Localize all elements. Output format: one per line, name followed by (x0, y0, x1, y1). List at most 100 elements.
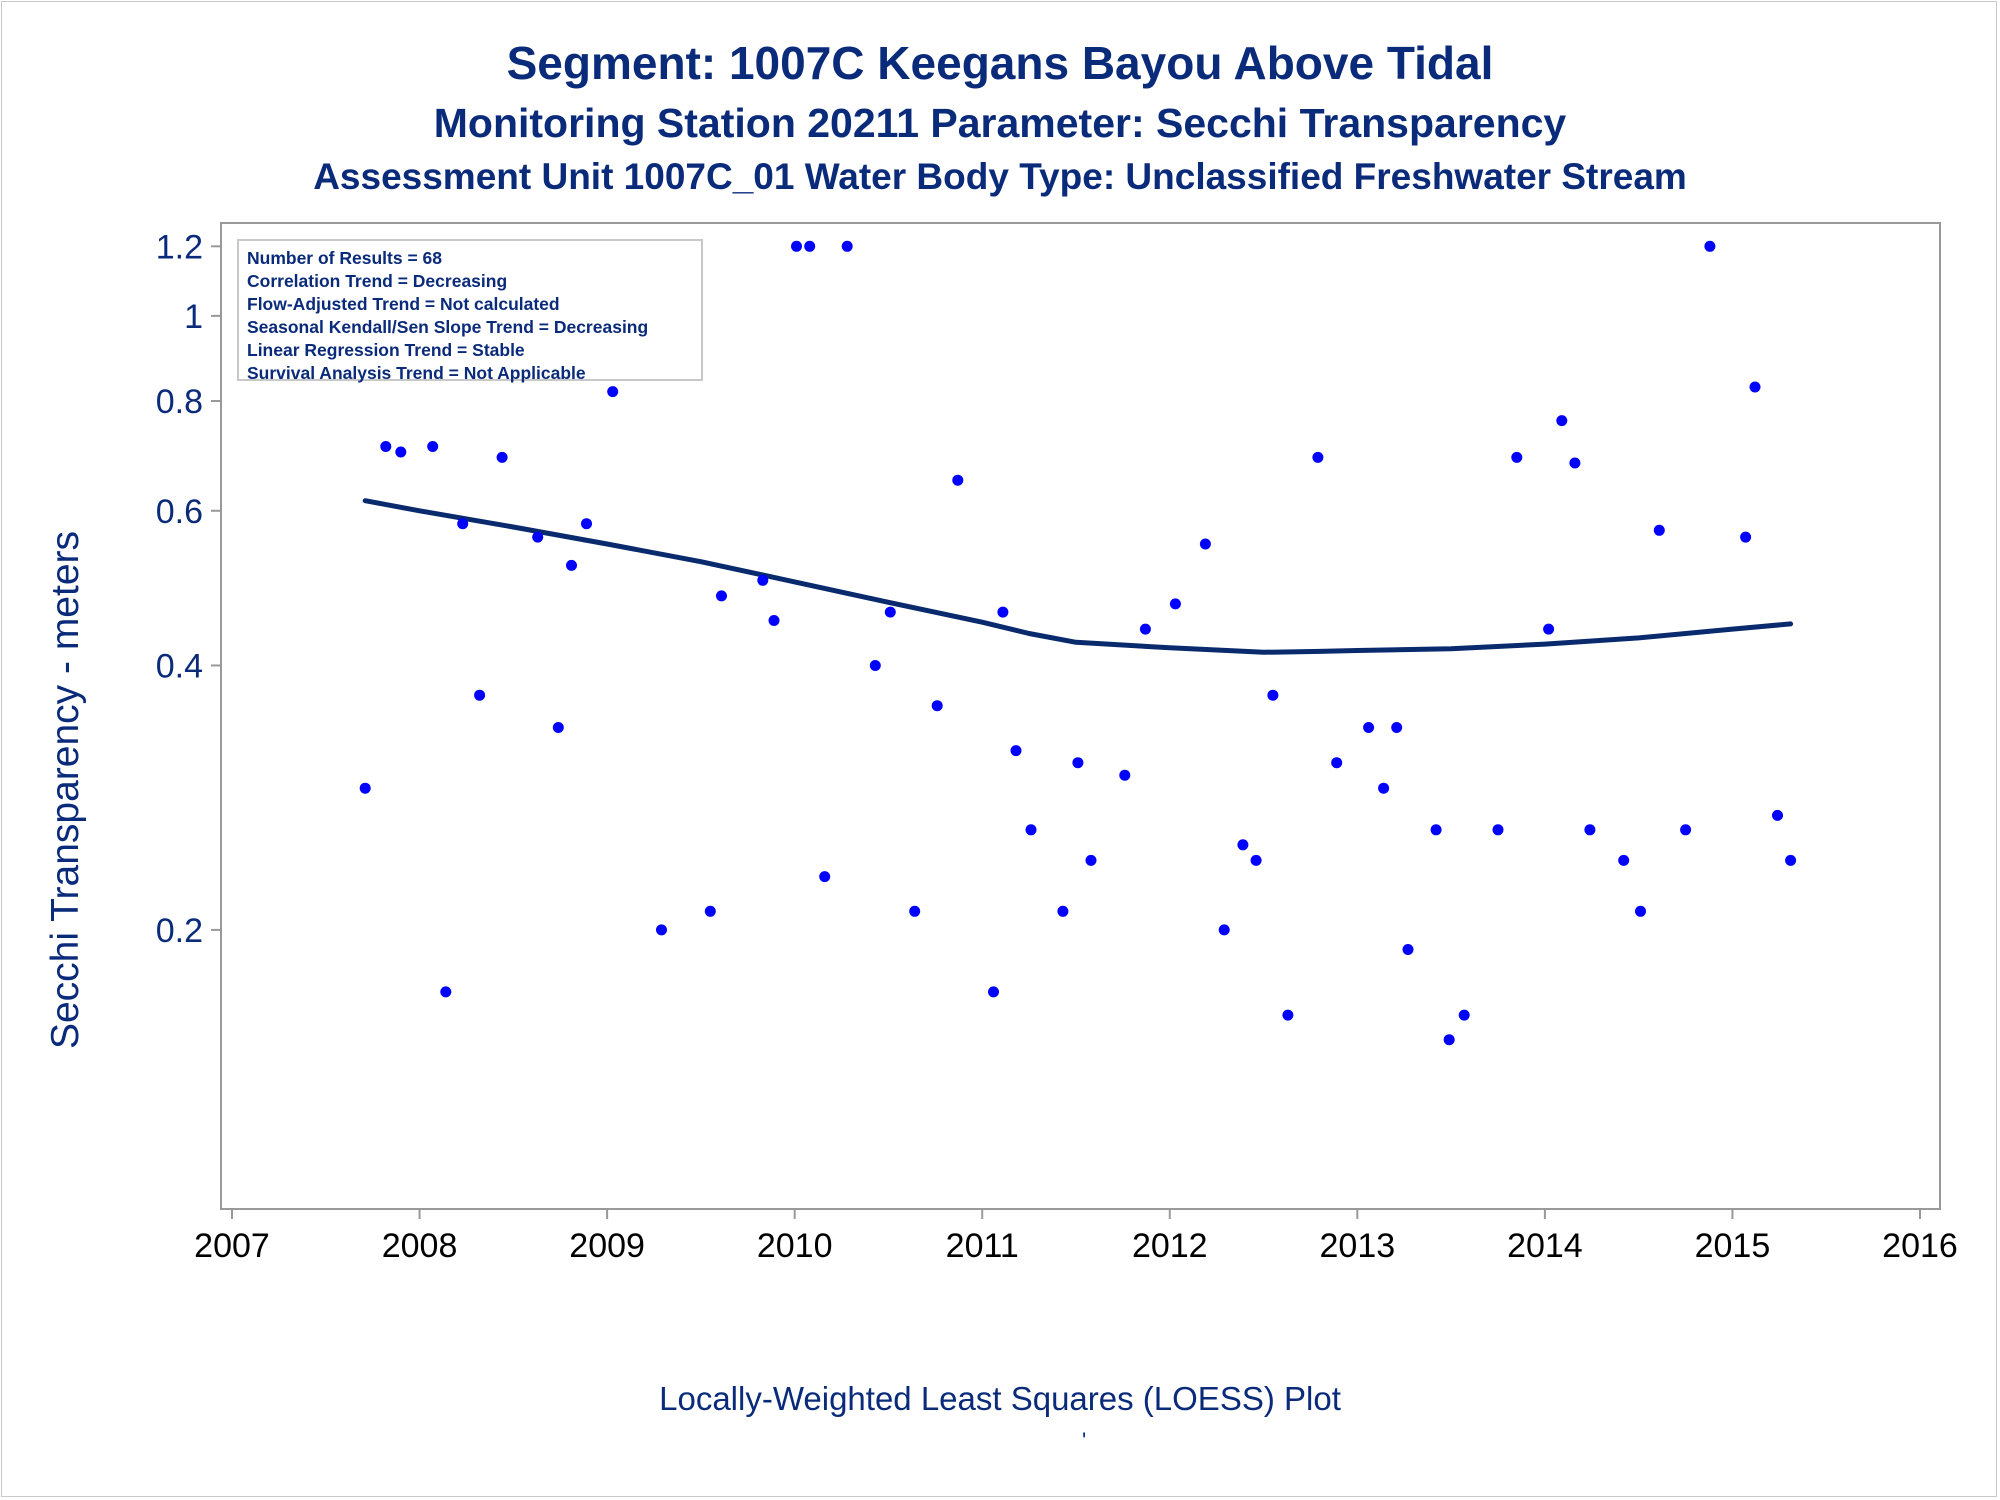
data-point (457, 518, 469, 530)
x-tick-label: 2008 (382, 1227, 458, 1265)
data-point (1458, 1009, 1470, 1021)
data-point (1391, 722, 1403, 733)
x-tick-label: 2007 (194, 1227, 270, 1265)
data-point (909, 905, 921, 917)
data-point (1139, 623, 1151, 635)
data-point (1312, 451, 1324, 463)
data-point (1250, 854, 1262, 866)
chart-subtitle-station: Monitoring Station 20211 Parameter: Secc… (433, 100, 1567, 146)
data-point (1119, 769, 1131, 781)
x-tick-label: 2014 (1507, 1227, 1583, 1265)
data-point (1430, 824, 1442, 836)
data-point (607, 386, 619, 398)
data-point (474, 689, 486, 701)
data-point (804, 240, 816, 252)
data-point (841, 240, 853, 252)
data-point (427, 441, 439, 452)
data-point (1492, 824, 1504, 836)
y-tick-label: 0.6 (156, 493, 203, 531)
data-point (552, 722, 564, 733)
x-tick-label: 2009 (569, 1227, 645, 1265)
data-point (704, 905, 716, 917)
data-point (1556, 415, 1568, 427)
data-point (757, 574, 769, 586)
data-point (1635, 905, 1646, 917)
stat-correlation-trend: Correlation Trend = Decreasing (247, 271, 508, 291)
x-tick-label: 2013 (1320, 1227, 1396, 1265)
trend-statistics-box: Number of Results = 68 Correlation Trend… (237, 239, 703, 383)
data-point (440, 986, 452, 998)
footnote-mark: ' (1082, 1428, 1087, 1453)
data-point (1772, 809, 1783, 821)
data-point (931, 700, 943, 712)
y-axis-label: Secchi Transparency - meters (44, 530, 87, 1050)
data-point (1072, 757, 1084, 769)
data-point (1653, 524, 1665, 536)
data-point (716, 590, 727, 602)
data-point (1267, 689, 1279, 701)
data-point (884, 606, 896, 618)
y-tick-label: 1 (184, 298, 203, 336)
data-point (1704, 240, 1716, 252)
data-point (1680, 824, 1692, 836)
stat-survival-analysis-trend: Survival Analysis Trend = Not Applicable (247, 363, 586, 383)
data-point (496, 451, 508, 463)
y-tick-label: 0.8 (156, 383, 203, 421)
data-point (1569, 457, 1581, 469)
data-point (869, 660, 881, 671)
data-point (1740, 531, 1752, 543)
data-point (1618, 854, 1630, 866)
data-point (395, 446, 407, 458)
data-point (1057, 905, 1069, 917)
x-tick-label: 2012 (1132, 1227, 1208, 1265)
data-point (1378, 782, 1390, 794)
y-tick-label: 0.2 (156, 912, 203, 950)
data-point (1584, 824, 1596, 836)
stat-linear-regression-trend: Linear Regression Trend = Stable (247, 340, 525, 360)
data-point (819, 871, 831, 883)
x-tick-label: 2015 (1695, 1227, 1771, 1265)
data-point (532, 531, 544, 543)
data-point (566, 559, 577, 571)
data-point (1085, 854, 1097, 866)
data-point (1749, 381, 1761, 393)
data-point (1218, 924, 1230, 936)
data-point (359, 782, 371, 794)
y-tick-label: 1.2 (156, 228, 203, 266)
chart-title: Segment: 1007C Keegans Bayou Above Tidal (506, 37, 1494, 89)
loess-trend-line (362, 498, 1794, 655)
x-tick-label: 2010 (757, 1227, 833, 1265)
data-point (988, 986, 999, 998)
stat-seasonal-kendall-trend: Seasonal Kendall/Sen Slope Trend = Decre… (247, 317, 649, 337)
data-point (1282, 1009, 1294, 1021)
data-point (1785, 854, 1797, 866)
data-point (1025, 824, 1037, 836)
chart-footnote: Locally-Weighted Least Squares (LOESS) P… (659, 1380, 1341, 1417)
stat-flow-adjusted-trend: Flow-Adjusted Trend = Not calculated (247, 294, 560, 314)
chart-subtitle-assessment: Assessment Unit 1007C_01 Water Body Type… (313, 156, 1687, 197)
data-point (1511, 451, 1523, 463)
data-point (656, 924, 667, 936)
data-point (1237, 839, 1249, 851)
data-point (952, 474, 964, 486)
data-point (997, 606, 1009, 618)
x-tick-label: 2011 (946, 1227, 1019, 1265)
data-point (581, 518, 592, 530)
data-point (791, 240, 802, 252)
data-point (1169, 598, 1181, 610)
data-point (1402, 944, 1414, 955)
data-point (1543, 623, 1555, 635)
stat-number-of-results: Number of Results = 68 (247, 248, 442, 268)
data-point (768, 615, 780, 626)
data-point (1331, 757, 1343, 769)
plot-area-frame (220, 222, 1941, 1210)
data-point (380, 441, 392, 452)
y-tick-label: 0.4 (156, 647, 203, 685)
data-point (1363, 722, 1375, 733)
data-point (1443, 1034, 1455, 1046)
x-tick-label: 2016 (1882, 1227, 1958, 1265)
data-point (1010, 745, 1022, 757)
data-point (1199, 538, 1211, 550)
